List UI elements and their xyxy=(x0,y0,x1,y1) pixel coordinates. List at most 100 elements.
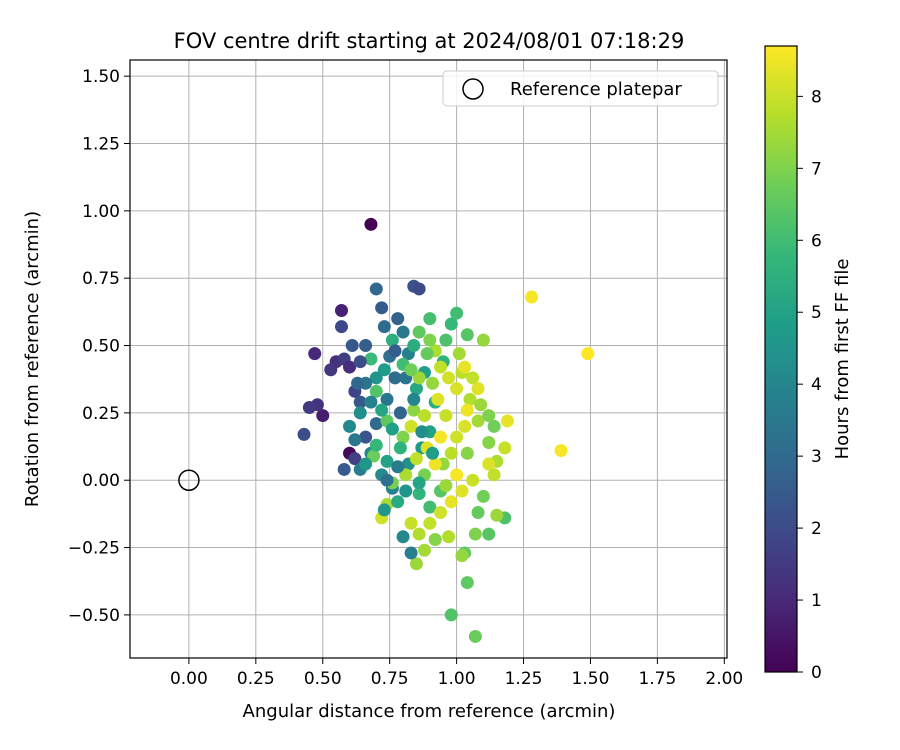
data-point xyxy=(444,446,458,460)
data-point xyxy=(426,376,440,390)
data-point xyxy=(458,360,472,374)
data-point xyxy=(369,384,383,398)
colorbar-label: Hours from first FF file xyxy=(832,259,853,460)
colorbar-tick-label: 6 xyxy=(811,231,822,251)
colorbar-tick-label: 1 xyxy=(811,591,822,611)
data-point xyxy=(351,376,365,390)
x-tick-label: 1.00 xyxy=(438,669,476,689)
data-point xyxy=(471,382,485,396)
data-point xyxy=(450,306,464,320)
data-point xyxy=(391,495,405,509)
data-point xyxy=(396,530,410,544)
data-point xyxy=(439,333,453,347)
data-point xyxy=(500,414,514,428)
data-point xyxy=(343,360,357,374)
data-point xyxy=(334,304,348,318)
colorbar-ticks: 0 1 2 3 4 5 6 7 8 xyxy=(797,87,822,683)
data-point xyxy=(404,516,418,530)
data-point xyxy=(525,290,539,304)
data-point xyxy=(434,360,448,374)
colorbar-tick-label: 7 xyxy=(811,159,822,179)
data-point xyxy=(308,347,322,361)
x-tick-label: 0.00 xyxy=(170,669,208,689)
data-point xyxy=(417,409,431,423)
y-axis-ticks: −0.50 −0.25 0.00 0.25 0.50 0.75 1.00 1.25 1.50 xyxy=(68,67,130,626)
colorbar-tick-label: 5 xyxy=(811,303,822,323)
legend-box xyxy=(442,70,719,107)
data-point xyxy=(460,576,474,590)
data-point xyxy=(423,312,437,326)
data-point xyxy=(409,452,423,466)
data-point xyxy=(468,629,482,643)
y-tick-label: 0.25 xyxy=(82,404,120,424)
data-point xyxy=(412,282,426,296)
data-point xyxy=(463,392,477,406)
data-point xyxy=(409,557,423,571)
colorbar-tick-label: 0 xyxy=(811,663,822,683)
data-point xyxy=(426,446,440,460)
data-point xyxy=(460,446,474,460)
data-point xyxy=(359,430,373,444)
data-points xyxy=(297,217,595,643)
x-tick-label: 0.75 xyxy=(371,669,409,689)
data-point xyxy=(434,430,448,444)
data-point xyxy=(471,506,485,520)
data-point xyxy=(337,462,351,476)
data-point xyxy=(482,409,496,423)
data-point xyxy=(404,363,418,377)
data-point xyxy=(393,406,407,420)
legend-reference-symbol xyxy=(462,78,484,100)
data-point xyxy=(375,403,389,417)
data-point xyxy=(482,527,496,541)
data-point xyxy=(348,452,362,466)
y-tick-label: 1.25 xyxy=(82,135,120,155)
data-point xyxy=(444,317,458,331)
data-point xyxy=(396,430,410,444)
reference-marker-layer xyxy=(178,469,200,491)
data-point xyxy=(439,479,453,493)
data-point xyxy=(412,325,426,339)
data-point xyxy=(316,409,330,423)
data-point xyxy=(450,382,464,396)
legend-label: Reference platepar xyxy=(510,79,682,100)
data-point xyxy=(353,355,367,369)
data-point xyxy=(407,403,421,417)
data-point xyxy=(452,347,466,361)
data-point xyxy=(399,484,413,498)
data-point xyxy=(442,371,456,385)
data-point xyxy=(353,406,367,420)
data-point xyxy=(417,543,431,557)
x-axis-label: Angular distance from reference (arcmin) xyxy=(243,701,616,722)
data-point xyxy=(482,436,496,450)
data-point xyxy=(359,457,373,471)
y-tick-label: 0.50 xyxy=(82,337,120,357)
data-point xyxy=(468,527,482,541)
x-tick-label: 2.00 xyxy=(705,669,743,689)
data-point xyxy=(364,352,378,366)
y-tick-label: 0.75 xyxy=(82,269,120,289)
data-point xyxy=(455,549,469,563)
data-point xyxy=(407,392,421,406)
data-point xyxy=(476,489,490,503)
reference-platepar-marker xyxy=(178,469,200,491)
data-point xyxy=(498,441,512,455)
plot-frame xyxy=(129,59,728,659)
data-point xyxy=(487,468,501,482)
data-point xyxy=(487,419,501,433)
data-point xyxy=(444,495,458,509)
data-point xyxy=(412,487,426,501)
colorbar: 0 1 2 3 4 5 6 7 8 Hours from first FF file xyxy=(764,45,853,683)
data-point xyxy=(375,301,389,315)
data-point xyxy=(409,382,423,396)
y-tick-label: 1.50 xyxy=(82,67,120,87)
y-axis-label: Rotation from reference (arcmin) xyxy=(22,211,43,507)
data-point xyxy=(450,468,464,482)
x-tick-label: 1.50 xyxy=(572,669,610,689)
data-point xyxy=(324,363,338,377)
data-point xyxy=(428,457,442,471)
data-point xyxy=(369,282,383,296)
data-point xyxy=(431,392,445,406)
data-point xyxy=(474,398,488,412)
data-point xyxy=(423,333,437,347)
data-point xyxy=(385,333,399,347)
